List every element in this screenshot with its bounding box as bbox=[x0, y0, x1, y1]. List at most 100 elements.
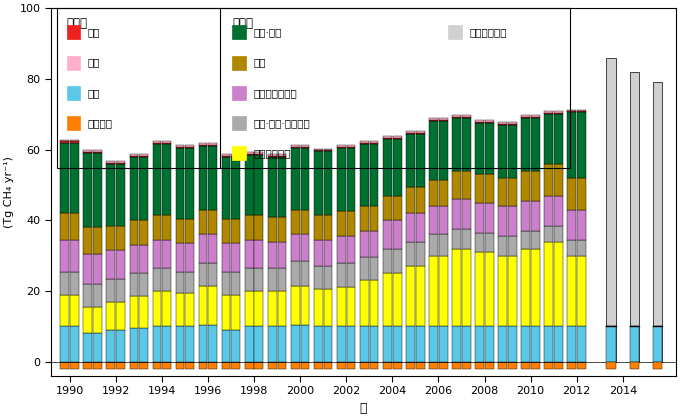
Bar bbox=[429, 256, 438, 326]
Bar bbox=[208, 146, 217, 210]
Bar bbox=[163, 215, 171, 240]
Bar bbox=[568, 240, 576, 256]
Bar bbox=[185, 326, 194, 362]
Bar bbox=[383, 326, 392, 362]
Bar bbox=[577, 112, 586, 178]
Bar bbox=[254, 155, 263, 215]
Bar bbox=[360, 143, 369, 144]
Bar bbox=[393, 139, 401, 196]
Bar bbox=[222, 154, 231, 155]
Bar bbox=[208, 286, 217, 325]
Bar bbox=[208, 143, 217, 145]
Bar bbox=[93, 150, 102, 152]
Bar bbox=[268, 291, 277, 326]
Text: 家畜: 家畜 bbox=[254, 57, 266, 67]
Bar bbox=[301, 362, 309, 369]
Bar bbox=[301, 145, 309, 147]
Bar bbox=[383, 196, 392, 220]
Bar bbox=[577, 111, 586, 112]
Bar bbox=[522, 231, 530, 248]
Bar bbox=[554, 114, 563, 164]
Bar bbox=[452, 229, 461, 248]
Bar bbox=[291, 148, 300, 210]
Bar bbox=[337, 148, 345, 212]
Bar bbox=[291, 362, 300, 369]
Bar bbox=[84, 307, 92, 334]
Bar bbox=[301, 148, 309, 210]
Bar bbox=[337, 326, 345, 362]
Bar bbox=[222, 295, 231, 330]
Bar bbox=[222, 243, 231, 272]
Bar bbox=[291, 325, 300, 362]
Bar bbox=[116, 250, 125, 279]
Bar bbox=[301, 147, 309, 148]
Bar bbox=[429, 119, 438, 120]
Bar bbox=[70, 140, 79, 142]
Bar bbox=[93, 152, 102, 153]
Bar bbox=[439, 235, 447, 256]
Bar bbox=[268, 362, 277, 369]
Bar bbox=[577, 178, 586, 210]
Bar bbox=[630, 72, 639, 362]
Bar bbox=[498, 124, 507, 125]
Bar bbox=[245, 326, 254, 362]
Bar bbox=[439, 362, 447, 369]
Bar bbox=[254, 240, 263, 268]
Bar bbox=[185, 148, 194, 219]
Bar bbox=[245, 291, 254, 326]
Bar bbox=[577, 210, 586, 240]
Bar bbox=[360, 142, 369, 143]
Bar bbox=[383, 362, 392, 369]
Bar bbox=[485, 174, 494, 203]
Bar bbox=[231, 157, 240, 219]
Bar bbox=[324, 326, 333, 362]
Bar bbox=[360, 280, 369, 326]
Bar bbox=[199, 286, 207, 325]
Bar bbox=[370, 326, 379, 362]
Bar bbox=[93, 284, 102, 307]
Bar bbox=[337, 263, 345, 287]
Bar bbox=[347, 362, 356, 369]
Bar bbox=[531, 118, 540, 171]
Bar bbox=[84, 284, 92, 307]
Bar bbox=[175, 145, 184, 147]
Bar bbox=[475, 174, 484, 203]
Bar bbox=[208, 145, 217, 146]
Bar bbox=[415, 266, 424, 326]
Bar bbox=[383, 273, 392, 326]
Bar bbox=[129, 328, 138, 362]
Bar bbox=[116, 302, 125, 330]
Text: 湿地: 湿地 bbox=[88, 88, 101, 98]
Bar bbox=[268, 326, 277, 362]
Bar bbox=[93, 228, 102, 254]
Bar bbox=[208, 325, 217, 362]
Bar bbox=[485, 252, 494, 326]
Bar bbox=[439, 256, 447, 326]
Bar bbox=[129, 273, 138, 296]
Bar bbox=[406, 241, 415, 266]
Text: 农业·水田: 农业·水田 bbox=[254, 27, 282, 37]
Bar bbox=[277, 241, 286, 268]
Bar bbox=[360, 326, 369, 362]
Bar bbox=[268, 268, 277, 291]
Bar bbox=[254, 362, 263, 369]
Bar bbox=[175, 147, 184, 148]
Bar bbox=[406, 134, 415, 187]
Bar bbox=[554, 113, 563, 114]
Bar bbox=[475, 252, 484, 326]
Bar bbox=[152, 240, 161, 268]
Bar bbox=[163, 142, 171, 143]
Bar bbox=[175, 293, 184, 326]
Bar bbox=[152, 215, 161, 240]
Bar bbox=[607, 58, 616, 362]
Bar bbox=[245, 152, 254, 154]
Bar bbox=[439, 206, 447, 235]
Bar bbox=[545, 362, 554, 369]
Bar bbox=[175, 272, 184, 293]
Bar bbox=[545, 241, 554, 326]
Bar bbox=[485, 203, 494, 233]
Bar bbox=[139, 154, 148, 155]
Bar bbox=[314, 148, 323, 150]
Bar bbox=[531, 171, 540, 201]
Bar bbox=[61, 213, 69, 240]
